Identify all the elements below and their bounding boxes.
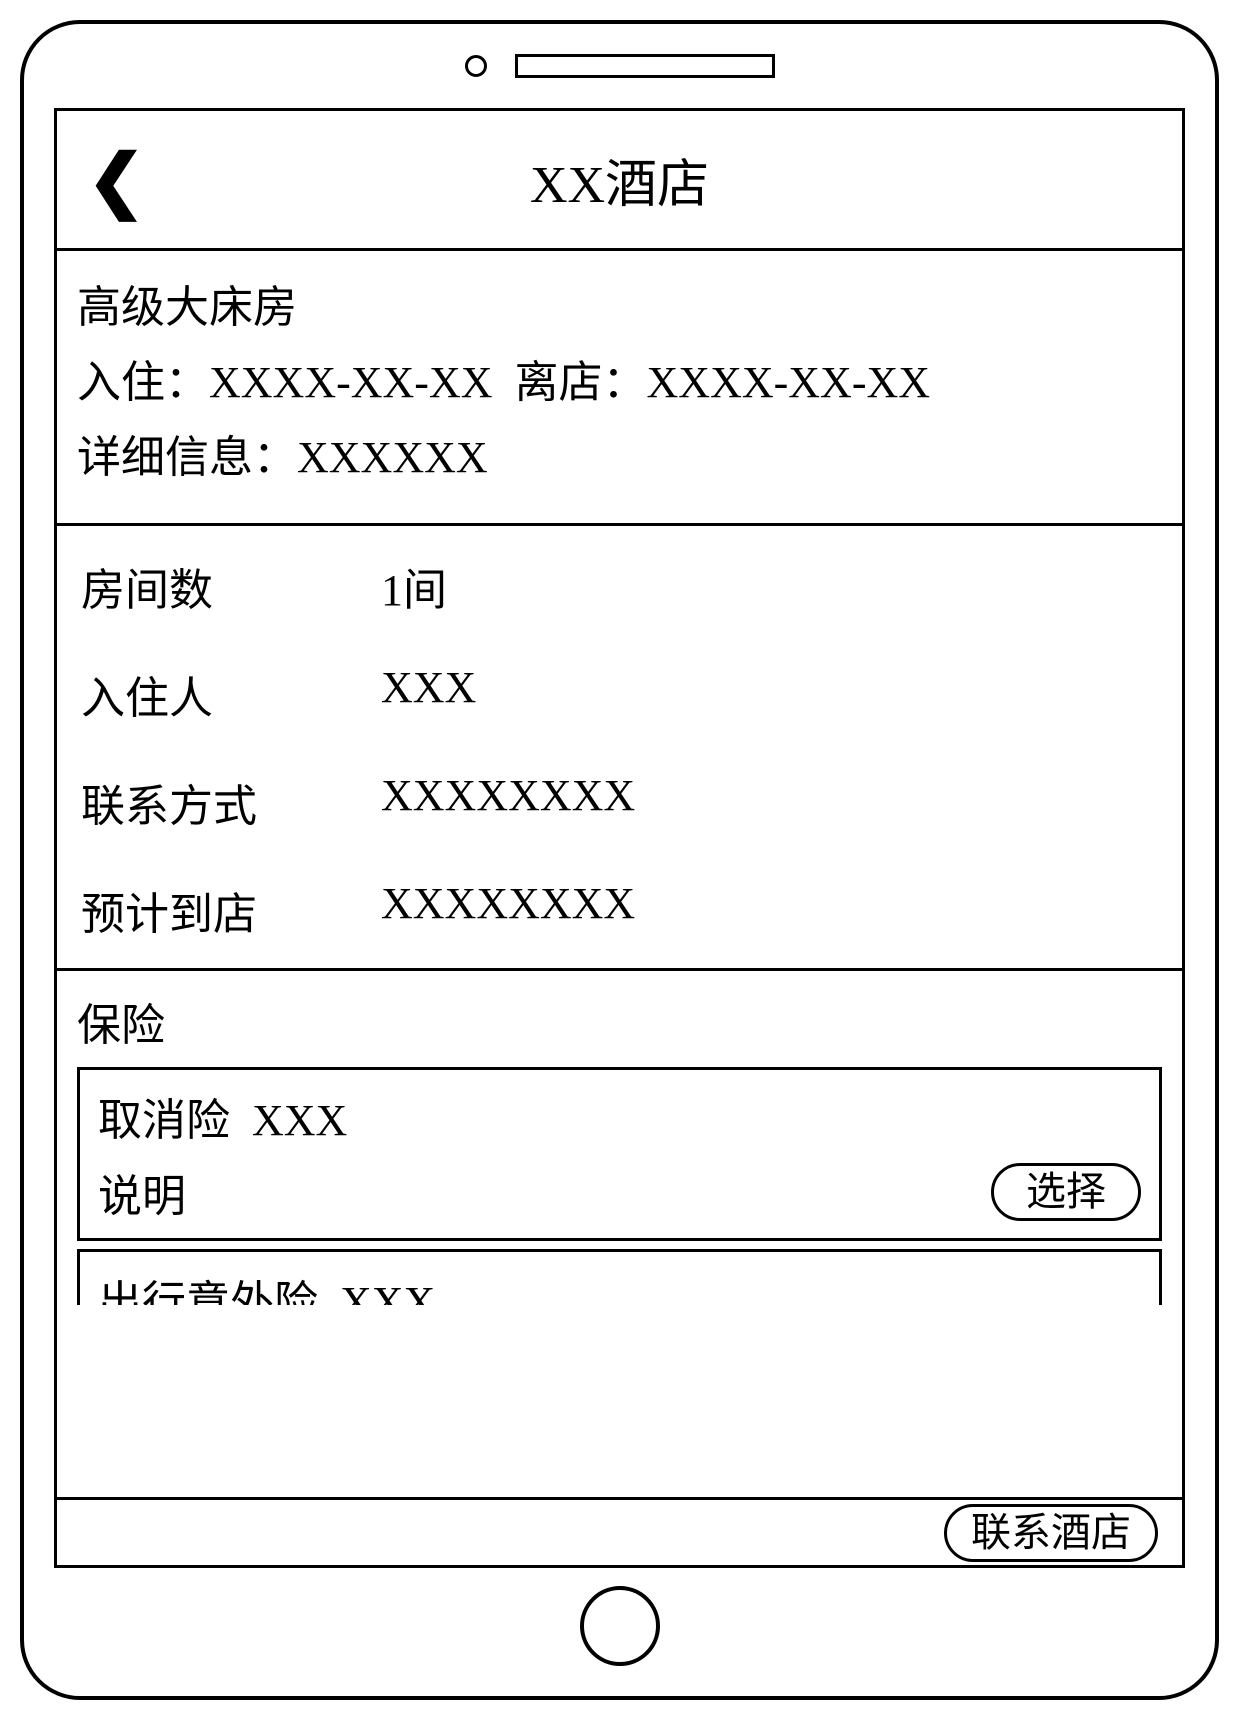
arrival-label: 预计到店 [81,878,381,942]
header-bar: ❮ XX酒店 [57,111,1182,251]
insurance-title-line: 取消险 XXX [98,1084,1141,1148]
room-count-row[interactable]: 房间数 1间 [81,554,1158,618]
checkin-date: XXXX-XX-XX [209,358,493,407]
select-button[interactable]: 选择 [991,1163,1141,1221]
insurance-price: XXX [340,1278,435,1305]
arrival-row[interactable]: 预计到店 XXXXXXXX [81,878,1158,942]
contact-value: XXXXXXXX [381,770,1158,834]
checkin-label: 入住： [77,358,209,407]
back-icon[interactable]: ❮ [77,145,156,215]
contact-label: 联系方式 [81,770,381,834]
insurance-desc-line: 说明 选择 [98,1160,1141,1224]
guest-value: XXX [381,662,1158,726]
speaker-icon [515,54,775,78]
guest-row[interactable]: 入住人 XXX [81,662,1158,726]
insurance-name: 出行意外险 [98,1278,318,1305]
checkout-date: XXXX-XX-XX [647,358,931,407]
room-count-label: 房间数 [81,554,381,618]
insurance-card-cancel: 取消险 XXX 说明 选择 [77,1067,1162,1241]
room-info-section: 高级大床房 入住：XXXX-XX-XX 离店：XXXX-XX-XX 详细信息：X… [57,251,1182,526]
insurance-card-travel: 出行意外险 XXX [77,1249,1162,1305]
home-button-icon[interactable] [580,1586,660,1666]
insurance-title-line: 出行意外险 XXX [98,1266,1141,1305]
insurance-desc-label[interactable]: 说明 [98,1160,186,1224]
insurance-name: 取消险 [98,1096,230,1145]
camera-icon [465,55,487,77]
contact-row[interactable]: 联系方式 XXXXXXXX [81,770,1158,834]
arrival-value: XXXXXXXX [381,878,1158,942]
page-title: XX酒店 [530,142,709,217]
insurance-heading: 保险 [77,989,1162,1053]
dates-line: 入住：XXXX-XX-XX 离店：XXXX-XX-XX [77,346,1162,421]
room-type: 高级大床房 [77,271,1162,346]
contact-hotel-button[interactable]: 联系酒店 [944,1504,1158,1562]
booking-section: 房间数 1间 入住人 XXX 联系方式 XXXXXXXX 预计到店 XXXXXX… [57,526,1182,971]
room-count-value: 1间 [381,554,1158,618]
detail-line: 详细信息：XXXXXX [77,421,1162,496]
insurance-price: XXX [252,1096,347,1145]
checkout-label: 离店： [515,358,647,407]
bottom-bar: 联系酒店 [57,1497,1182,1565]
guest-label: 入住人 [81,662,381,726]
device-top-bar [54,54,1185,78]
screen: ❮ XX酒店 高级大床房 入住：XXXX-XX-XX 离店：XXXX-XX-XX… [54,108,1185,1568]
detail-label: 详细信息： [77,433,297,482]
detail-value: XXXXXX [297,433,488,482]
insurance-section: 保险 取消险 XXX 说明 选择 出行意外险 XXX [57,971,1182,1305]
device-frame: ❮ XX酒店 高级大床房 入住：XXXX-XX-XX 离店：XXXX-XX-XX… [20,20,1219,1700]
